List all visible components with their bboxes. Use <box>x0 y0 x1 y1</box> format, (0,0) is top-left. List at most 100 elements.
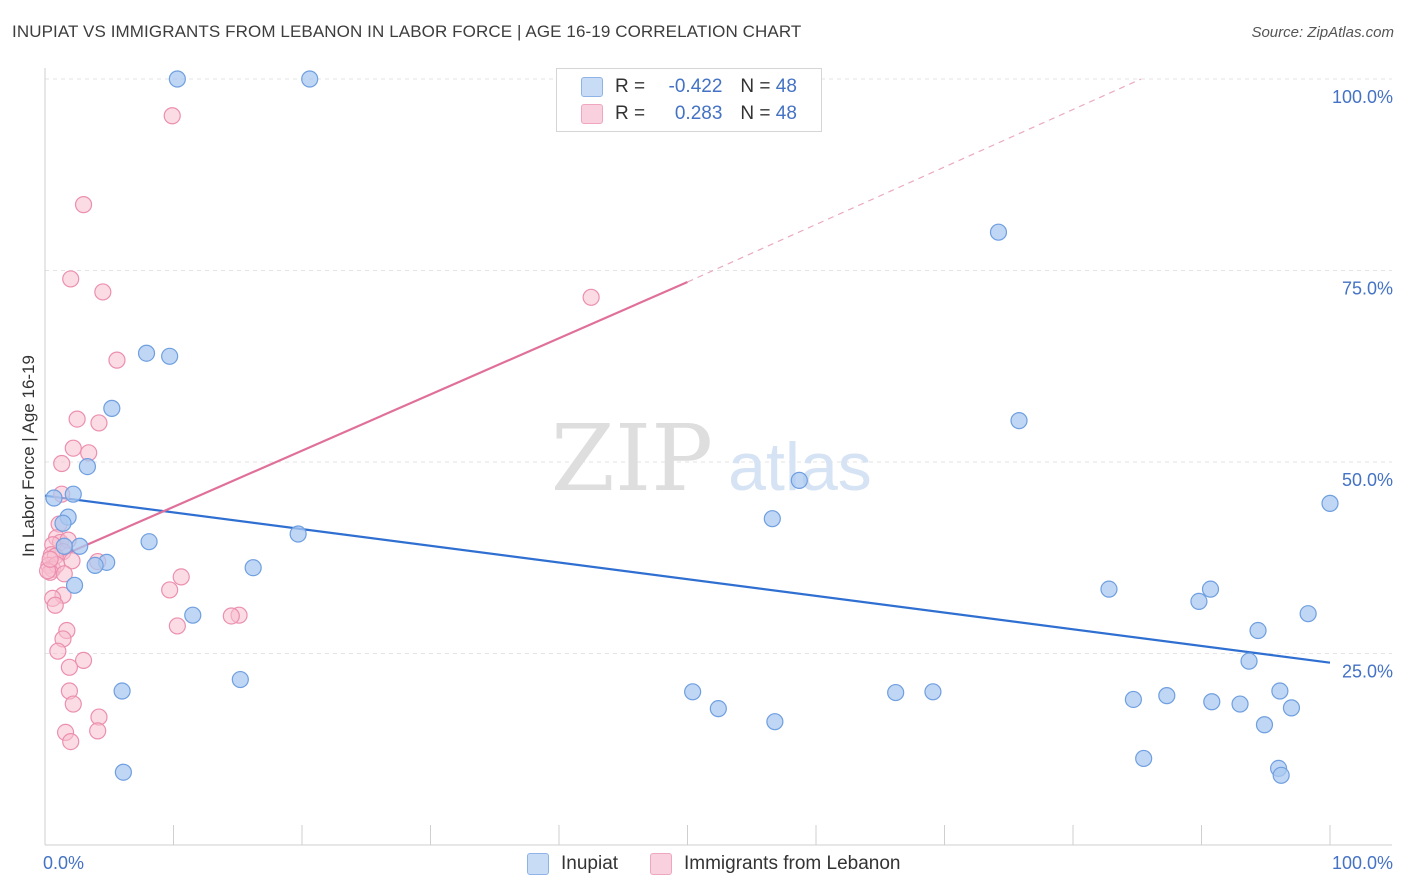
chart-title: INUPIAT VS IMMIGRANTS FROM LEBANON IN LA… <box>12 22 802 41</box>
tick-labels: 25.0% 50.0% 75.0% 100.0% 0.0% 100.0% <box>43 87 1393 873</box>
point-inupiat <box>709 700 727 718</box>
trendline-lebanon <box>44 280 688 565</box>
legend-n-value: 48 <box>775 76 797 97</box>
point-inupiat <box>168 70 186 88</box>
point-lebanon <box>62 270 80 288</box>
point-lebanon <box>108 351 126 369</box>
point-inupiat <box>790 471 808 489</box>
legend-row-inupiat: R = -0.422 N = 48 <box>581 75 797 99</box>
point-lebanon <box>49 642 67 660</box>
point-inupiat <box>989 223 1008 241</box>
point-lebanon <box>64 439 82 457</box>
point-inupiat <box>137 344 156 362</box>
point-lebanon <box>172 568 190 586</box>
legend-r-label: R = <box>615 103 646 124</box>
point-inupiat <box>231 670 249 689</box>
x-tick-label: 100.0% <box>1332 853 1393 873</box>
point-inupiat <box>1271 682 1289 700</box>
legend-r-label: R = <box>615 76 646 97</box>
bottom-legend-label: Immigrants from Lebanon <box>684 853 901 874</box>
point-lebanon <box>68 410 86 428</box>
point-inupiat <box>65 576 84 594</box>
point-inupiat <box>114 763 132 781</box>
point-inupiat <box>86 556 104 575</box>
legend-swatch-pink <box>581 104 603 124</box>
point-lebanon <box>62 732 80 751</box>
point-inupiat <box>766 713 784 731</box>
bottom-legend-swatch-blue <box>527 853 549 875</box>
point-inupiat <box>1135 749 1153 768</box>
trendline-inupiat <box>44 494 1331 664</box>
point-inupiat <box>1203 693 1221 711</box>
point-inupiat <box>71 537 89 555</box>
point-lebanon <box>74 651 93 669</box>
legend-n-label: N = <box>740 103 771 124</box>
point-inupiat <box>763 510 781 528</box>
point-lebanon <box>60 658 79 676</box>
point-inupiat <box>184 606 202 624</box>
point-inupiat <box>1158 687 1176 705</box>
point-inupiat <box>103 399 121 417</box>
bottom-legend-lebanon: Immigrants from Lebanon <box>650 851 901 877</box>
point-inupiat <box>1321 494 1339 512</box>
point-lebanon <box>168 617 186 635</box>
point-inupiat <box>140 533 158 551</box>
point-inupiat <box>887 683 905 702</box>
y-tick-label: 75.0% <box>1342 279 1393 299</box>
point-inupiat <box>54 514 72 532</box>
point-lebanon <box>90 414 108 432</box>
point-inupiat <box>684 683 702 701</box>
point-inupiat <box>1231 695 1249 713</box>
y-tick-label: 50.0% <box>1342 470 1393 490</box>
point-inupiat <box>45 489 63 507</box>
point-inupiat <box>161 347 179 365</box>
watermark-atlas: atlas <box>728 429 872 505</box>
x-tick-label: 0.0% <box>43 853 84 873</box>
bottom-legend-swatch-pink <box>650 853 672 875</box>
point-inupiat <box>1240 652 1258 670</box>
point-inupiat <box>1201 580 1220 598</box>
legend-r-value: 0.283 <box>674 103 723 124</box>
y-tick-label: 25.0% <box>1342 662 1393 682</box>
point-lebanon <box>46 596 64 614</box>
point-lebanon <box>163 107 181 125</box>
point-inupiat <box>1010 412 1028 430</box>
point-lebanon <box>64 695 82 713</box>
point-inupiat <box>78 457 97 476</box>
point-inupiat <box>1100 580 1118 598</box>
watermark: ZIP atlas <box>551 405 872 512</box>
point-lebanon <box>89 722 107 740</box>
point-inupiat <box>1190 592 1208 611</box>
legend-n-value: 48 <box>775 103 797 124</box>
bottom-legend-inupiat: Inupiat <box>527 851 618 877</box>
trendlines <box>44 78 1331 664</box>
axes <box>44 68 1392 846</box>
source-credit: Source: ZipAtlas.com <box>1251 24 1394 41</box>
point-inupiat <box>1249 621 1267 640</box>
legend-row-lebanon: R = 0.283 N = 48 <box>581 102 797 126</box>
legend-n-label: N = <box>740 76 771 97</box>
point-lebanon <box>582 288 600 306</box>
correlation-legend: R = -0.422 N = 48 R = 0.283 N = 48 <box>556 68 822 132</box>
point-inupiat <box>924 683 942 701</box>
bottom-legend-label: Inupiat <box>561 853 619 874</box>
point-inupiat <box>1299 605 1317 623</box>
watermark-zip: ZIP <box>551 405 713 512</box>
point-inupiat <box>301 70 319 88</box>
trendline-lebanon-extension <box>687 78 1142 283</box>
point-inupiat <box>289 525 307 543</box>
point-lebanon <box>161 581 179 599</box>
legend-r-value: -0.422 <box>668 76 723 97</box>
point-inupiat <box>64 485 82 503</box>
data-points <box>38 70 1339 784</box>
point-inupiat <box>1255 716 1274 734</box>
point-lebanon <box>41 550 59 568</box>
point-lebanon <box>74 196 93 214</box>
point-inupiat <box>244 559 262 577</box>
legend-swatch-blue <box>581 77 603 97</box>
point-inupiat <box>1282 699 1301 717</box>
point-lebanon <box>55 565 73 583</box>
point-inupiat <box>1124 690 1142 709</box>
gridlines <box>45 78 1392 654</box>
